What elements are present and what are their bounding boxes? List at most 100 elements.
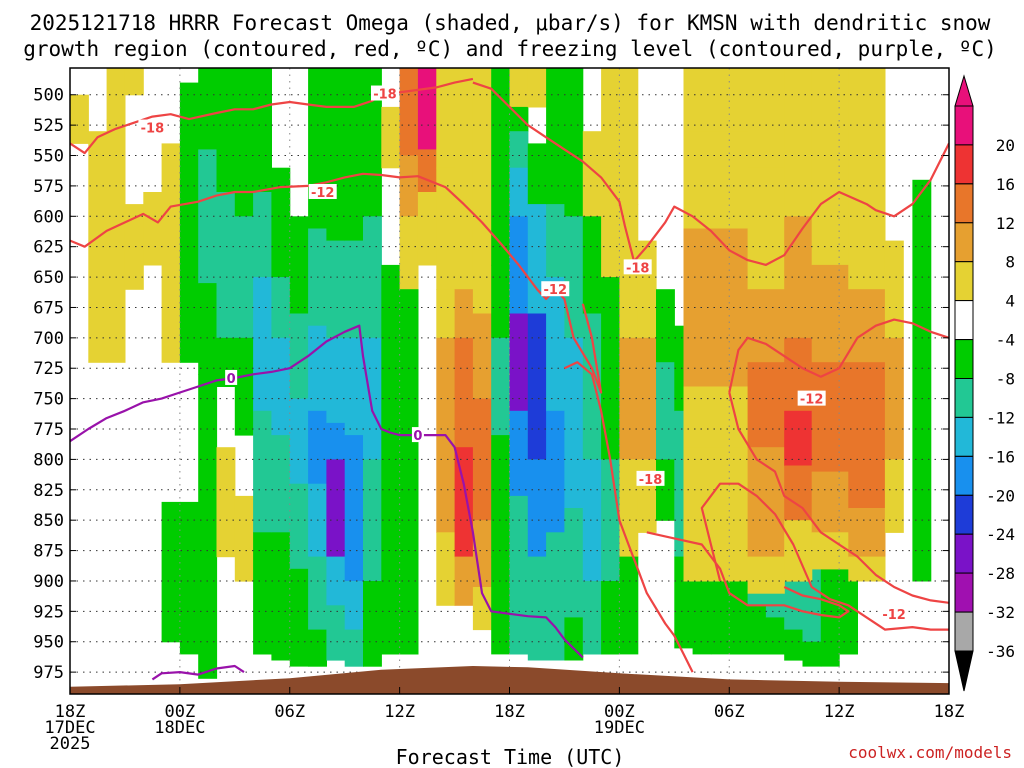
colorbar: 20 16 12 8 4 -4 -8 -12 -16 -20 -24 -28 -32 -36 <box>954 74 1015 692</box>
dgz-minus12-loop-contour <box>728 392 949 604</box>
omega-cell <box>289 568 309 667</box>
omega-cell <box>344 337 364 436</box>
omega-cell <box>564 337 584 509</box>
y-tick-label: 750 <box>33 390 64 410</box>
omega-cell <box>216 447 236 558</box>
omega-cell <box>253 277 272 412</box>
omega-cell <box>729 581 749 655</box>
omega-cell <box>344 240 364 339</box>
omega-cell <box>472 68 492 248</box>
omega-cell <box>326 556 346 606</box>
omega-cell <box>216 192 236 339</box>
omega-cell-overlay <box>811 471 849 533</box>
x-axis-label: Forecast Time (UTC) <box>396 745 625 768</box>
omega-cell <box>637 337 657 460</box>
dgz-minus18-right-contour <box>472 81 949 266</box>
omega-cell <box>216 68 236 193</box>
omega-cell <box>656 459 675 521</box>
omega-cell <box>656 289 675 363</box>
omega-cell-overlay <box>848 508 886 558</box>
colorbar-bin <box>954 339 974 380</box>
y-axis: 500 525 550 575 600 625 650 675 700 725 750 775 800 8… <box>33 86 949 683</box>
omega-cell <box>106 216 126 363</box>
omega-cell <box>436 532 456 606</box>
contour-label-box <box>623 259 652 275</box>
colorbar-label: -12 <box>986 408 1015 427</box>
omega-cell <box>546 204 565 278</box>
x-tick-label: 17DEC <box>44 718 95 738</box>
y-tick-label: 975 <box>33 663 64 683</box>
credit-text: coolwx.com/models <box>848 743 1012 762</box>
contour-label-box <box>225 369 238 385</box>
chart-title-line-1: 2025121718 HRRR Forecast Omega (shaded, … <box>30 11 991 35</box>
colorbar-label: -16 <box>986 447 1015 466</box>
y-tick-label: 925 <box>33 602 64 622</box>
omega-cell <box>491 556 511 655</box>
omega-cell <box>564 617 584 661</box>
grid-lines <box>70 68 949 694</box>
omega-cell-overlay <box>884 240 904 339</box>
y-tick-label: 825 <box>33 481 64 501</box>
omega-cell <box>527 68 547 108</box>
omega-cell <box>491 68 511 266</box>
omega-cell-overlay <box>848 216 886 290</box>
omega-cell <box>491 337 511 436</box>
omega-cell <box>399 216 419 290</box>
omega-cell <box>179 82 199 363</box>
omega-cell <box>88 131 108 242</box>
colorbar-label: 8 <box>1005 253 1015 272</box>
omega-cell <box>619 337 639 460</box>
omega-cell-overlay <box>884 459 904 533</box>
omega-cell <box>308 410 327 485</box>
omega-cell <box>253 192 272 278</box>
colorbar-label: 12 <box>996 214 1015 233</box>
omega-cell <box>472 587 492 631</box>
omega-cell <box>509 313 529 412</box>
omega-cell <box>326 605 346 661</box>
omega-cell <box>106 68 126 120</box>
omega-cell <box>436 289 456 339</box>
omega-cell <box>527 459 547 558</box>
omega-cell <box>436 68 456 169</box>
omega-cell <box>454 216 474 290</box>
y-tick-label: 500 <box>33 86 64 106</box>
contour-label: -18 <box>639 473 663 488</box>
omega-cell <box>326 337 346 424</box>
omega-cell-overlay <box>747 447 785 558</box>
contour-label-box <box>138 119 167 135</box>
omega-cell <box>271 532 291 661</box>
contour-label: -18 <box>626 261 650 276</box>
omega-cell <box>271 277 291 339</box>
omega-cell <box>106 119 126 217</box>
y-tick-label: 600 <box>33 207 64 227</box>
x-tick-label: 06Z <box>714 702 745 722</box>
omega-cell-overlay <box>784 465 813 521</box>
omega-cell <box>546 410 565 533</box>
omega-cell <box>454 289 474 339</box>
omega-cell <box>491 435 511 558</box>
plot-area: -18 -18 -12 -12 -18 -12 -18 -12 0 0 <box>69 67 950 695</box>
omega-cell <box>582 313 602 460</box>
contour-label: 0 <box>227 372 236 387</box>
colorbar-arrow-top <box>954 74 974 107</box>
colorbar-bin <box>954 611 974 652</box>
omega-cell <box>234 216 254 339</box>
omega-cell <box>161 501 181 643</box>
omega-cell <box>912 179 932 582</box>
omega-cell-overlay <box>747 289 785 363</box>
y-tick-label: 850 <box>33 511 64 531</box>
omega-cell-overlay <box>884 337 904 460</box>
x-tick-label: 18Z <box>55 702 86 722</box>
colorbar-bin <box>954 533 974 574</box>
omega-cell <box>344 629 364 667</box>
omega-cell <box>289 483 309 570</box>
y-tick-label: 800 <box>33 450 64 470</box>
dgz-minus12-right-contour <box>700 482 949 631</box>
omega-cell <box>399 289 419 655</box>
omega-cell-overlay <box>848 362 886 509</box>
omega-cell <box>344 581 364 631</box>
omega-cell <box>820 617 840 667</box>
x-tick-label: 06Z <box>274 702 305 722</box>
omega-cell <box>472 246 492 315</box>
omega-cell-overlay <box>683 386 749 448</box>
